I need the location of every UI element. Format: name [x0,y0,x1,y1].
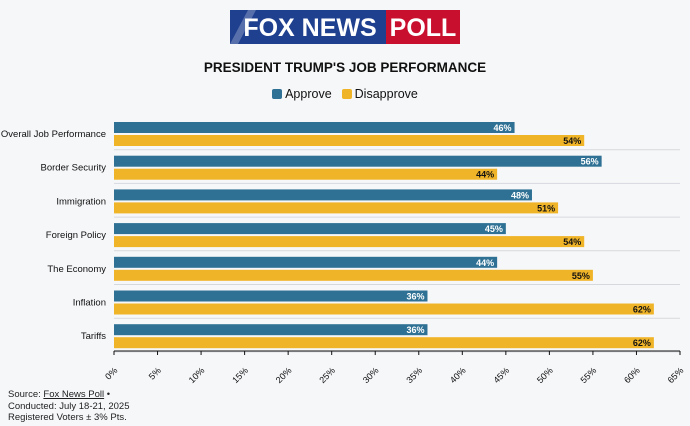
data-label-approve: 36% [406,292,424,302]
conducted-dates: Conducted: July 18-21, 2025 [8,400,130,412]
category-label: The Economy [47,264,106,275]
x-tick-label: 10% [187,365,207,385]
data-label-disapprove: 51% [537,203,555,213]
bar-approve [114,155,602,167]
approve-legend-label: Approve [285,87,332,101]
bar-approve [114,256,498,268]
x-tick-label: 65% [666,365,686,385]
x-tick-label: 45% [491,365,511,385]
source-note: Source: Fox News Poll • Conducted: July … [8,389,129,424]
bar-approve [114,122,515,133]
bar-approve [114,290,428,302]
data-label-approve: 46% [494,123,512,133]
bar-disapprove [114,269,593,281]
x-tick-label: 60% [622,365,642,385]
data-label-disapprove: 55% [572,271,590,281]
approve-swatch [272,89,283,99]
x-tick-label: 25% [317,365,337,385]
bar-disapprove [114,202,559,214]
data-label-disapprove: 62% [633,338,651,348]
bar-disapprove [114,236,585,248]
bar-disapprove [114,168,498,180]
category-label: Overall Job Performance [1,129,106,140]
data-label-approve: 45% [485,224,503,234]
x-tick-label: 5% [147,365,163,381]
category-label: Immigration [56,196,106,207]
data-label-approve: 36% [406,325,424,335]
svg-text:FOX NEWS: FOX NEWS [243,14,376,42]
sample-note: Registered Voters ± 3% Pts. [8,412,127,423]
data-label-approve: 56% [581,157,599,167]
source-prefix: Source: [8,389,44,400]
category-label: Inflation [73,298,106,309]
x-tick-label: 40% [448,365,468,385]
x-tick-label: 0% [103,365,119,381]
x-tick-label: 30% [361,365,381,385]
x-tick-label: 35% [404,365,424,385]
x-tick-label: 20% [274,365,294,385]
chart-legend: Approve Disapprove [0,87,690,101]
source-suffix: • [104,389,111,400]
x-tick-label: 50% [535,365,555,385]
data-label-disapprove: 44% [476,170,494,180]
source-link[interactable]: Fox News Poll [43,389,105,400]
data-label-disapprove: 54% [563,237,581,247]
disapprove-swatch [341,89,352,99]
chart-title: PRESIDENT TRUMP'S JOB PERFORMANCE [203,60,487,75]
data-label-approve: 44% [476,258,494,268]
fox-news-poll-logo: FOX NEWS POLL [230,10,460,44]
disapprove-legend-label: Disapprove [354,87,418,101]
svg-text:POLL: POLL [390,14,457,42]
bar-approve [114,324,428,336]
legend-item-approve: Approve [272,87,332,101]
bar-disapprove [114,337,654,349]
category-label: Tariffs [81,331,106,342]
bar-approve [114,223,506,235]
x-tick-label: 55% [579,365,599,385]
x-tick-label: 15% [230,365,250,385]
data-label-approve: 48% [511,190,529,200]
data-label-disapprove: 54% [563,136,581,146]
bar-disapprove [114,135,585,146]
category-label: Border Security [41,163,107,174]
bar-approve [114,189,532,201]
category-label: Foreign Policy [46,230,106,241]
legend-item-disapprove: Disapprove [341,87,418,101]
bar-disapprove [114,303,654,315]
data-label-disapprove: 62% [633,305,651,315]
